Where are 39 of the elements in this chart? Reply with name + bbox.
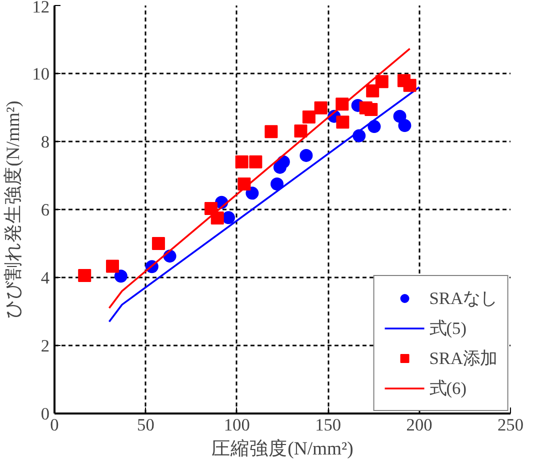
x-tick-label: 100 [224,416,250,434]
point [235,155,248,168]
point [294,124,308,138]
y-tick-label: 8 [40,132,50,152]
point [264,125,278,138]
y-tick-label: 12 [32,0,50,16]
point [246,186,259,200]
y-tick-label: 4 [40,268,50,288]
x-tick-label: 150 [315,416,342,434]
point [114,270,128,283]
point [249,155,262,168]
point [336,116,350,129]
x-tick-label: 250 [498,416,524,434]
legend-label: 式(5) [429,318,466,340]
point [398,119,412,132]
y-axis-title: ひび割れ発生強度(N/mm²) [2,100,24,318]
point [78,268,92,282]
point [302,110,316,124]
point [276,155,290,168]
point [152,237,165,250]
point [300,148,313,162]
y-tick-label: 10 [32,64,50,84]
x-tick-label: 200 [406,416,432,434]
point [375,75,388,88]
point [106,260,120,273]
point [314,101,328,114]
point [366,84,380,98]
y-tick-label: 2 [40,336,50,356]
point [364,103,378,116]
x-axis-title: 圧縮強度(N/mm²) [212,438,354,460]
legend-label: SRAなし [429,288,497,310]
x-tick-label: 50 [137,416,154,434]
point [210,212,224,224]
point [222,211,236,224]
y-tick-label: 6 [40,200,50,220]
legend-label: 式(6) [429,378,466,400]
legend-label: SRA添加 [429,348,497,370]
point [403,78,416,92]
point [270,178,284,190]
